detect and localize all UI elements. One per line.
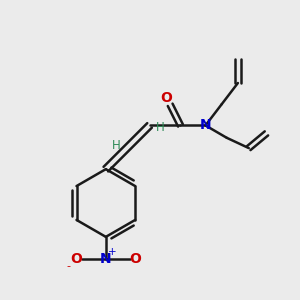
Text: H: H (112, 139, 121, 152)
Text: O: O (161, 91, 172, 105)
Text: -: - (66, 261, 70, 271)
Text: H: H (156, 121, 165, 134)
Text: N: N (100, 252, 112, 266)
Text: +: + (108, 247, 117, 256)
Text: O: O (129, 252, 141, 266)
Text: O: O (70, 252, 82, 266)
Text: N: N (200, 118, 211, 132)
